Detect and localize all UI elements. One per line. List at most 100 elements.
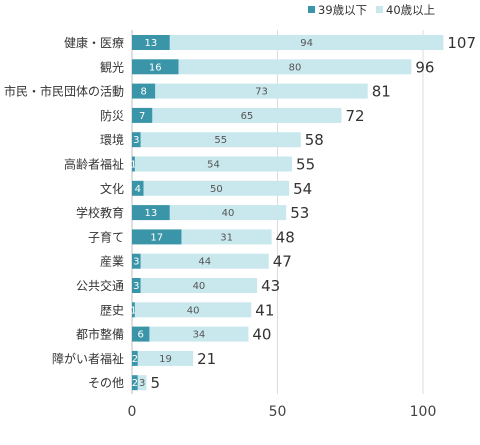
legend-swatch — [376, 6, 383, 13]
bar-value-label: 31 — [220, 232, 233, 243]
bar-value-label: 50 — [210, 184, 223, 195]
legend-label: 39歳以下 — [318, 3, 367, 17]
category-label: 歴史 — [100, 303, 124, 317]
bar-segment-under39 — [132, 83, 156, 99]
bar-segment-under39 — [132, 59, 179, 75]
bar-value-label: 54 — [207, 160, 220, 171]
bar-total-label: 54 — [293, 180, 312, 198]
x-axis-ticks: 0 50 100 — [128, 404, 437, 420]
bar-value-label: 55 — [214, 135, 227, 146]
bar-value-label: 2 — [132, 378, 138, 389]
bar-total-label: 41 — [255, 301, 274, 319]
bar-total-label: 48 — [276, 228, 295, 246]
bar-total-label: 81 — [372, 83, 391, 101]
category-label: 健康・医療 — [64, 35, 124, 50]
bar-segment-over40 — [140, 132, 301, 148]
bar-value-label: 8 — [140, 87, 146, 98]
category-label: 高齢者福祉 — [64, 157, 124, 172]
bar-value-label: 3 — [139, 378, 145, 389]
bar-segment-under39 — [132, 253, 141, 269]
category-label: 都市整備 — [76, 327, 124, 342]
bar-total-label: 40 — [252, 326, 271, 344]
bar-value-label: 40 — [222, 208, 235, 219]
bar-value-label: 3 — [133, 281, 139, 292]
bar-value-label: 3 — [133, 257, 139, 268]
bar-segment-under39 — [132, 180, 144, 196]
bar-segment-under39 — [132, 107, 153, 123]
bar-segment-over40 — [149, 326, 249, 342]
bar-segment-under39 — [132, 375, 138, 391]
bar-segment-over40 — [137, 350, 194, 366]
bar-value-label: 73 — [255, 87, 268, 98]
bar-segment-under39 — [132, 302, 135, 318]
bar-segment-under39 — [132, 205, 170, 221]
category-label: 産業 — [100, 254, 124, 269]
legend: 39歳以下 40歳以上 — [308, 3, 435, 17]
bar-total-label: 72 — [346, 107, 365, 125]
category-label: 防災 — [100, 108, 124, 123]
bar-value-label: 13 — [145, 38, 158, 49]
bar-total-label: 58 — [305, 131, 324, 149]
bar-value-label: 1 — [130, 305, 136, 316]
category-label: 障がい者福祉 — [52, 351, 124, 366]
category-label: 学校教育 — [76, 205, 124, 220]
bar-value-label: 3 — [133, 135, 139, 146]
bar-segment-over40 — [137, 375, 147, 391]
x-tick-label: 100 — [410, 404, 437, 420]
legend-label: 40歳以上 — [386, 3, 435, 17]
bar-segment-under39 — [132, 35, 170, 50]
bar-segment-over40 — [169, 35, 444, 50]
category-label: その他 — [88, 376, 124, 390]
bar-total-label: 96 — [415, 58, 434, 76]
bar-segment-over40 — [134, 156, 293, 172]
bar-total-label: 43 — [261, 277, 280, 295]
category-label: 観光 — [100, 60, 124, 74]
category-labels: 健康・医療観光市民・市民団体の活動防災環境高齢者福祉文化学校教育子育て産業公共交… — [4, 35, 124, 390]
bar-segment-over40 — [134, 302, 252, 318]
bar-value-label: 4 — [135, 184, 141, 195]
bar-segment-over40 — [143, 180, 290, 196]
bar-value-label: 44 — [198, 257, 211, 268]
category-label: 文化 — [100, 181, 124, 196]
bar-segment-over40 — [140, 278, 258, 293]
category-label: 市民・市民団体の活動 — [4, 84, 124, 99]
bar-total-label: 47 — [273, 253, 292, 271]
bar-total-label: 55 — [296, 156, 315, 174]
bar-value-label: 19 — [159, 354, 172, 365]
bar-segment-over40 — [140, 253, 269, 269]
bar-segment-over40 — [169, 205, 287, 221]
bar-value-label: 6 — [138, 330, 144, 341]
bar-value-label: 34 — [193, 330, 206, 341]
bar-segment-over40 — [155, 83, 368, 99]
bar-value-label: 80 — [289, 62, 302, 73]
bar-value-label: 7 — [139, 111, 145, 122]
bar-value-label: 17 — [150, 232, 163, 243]
bar-segment-under39 — [132, 156, 135, 172]
bar-value-label: 40 — [193, 281, 206, 292]
x-tick-label: 50 — [269, 404, 287, 420]
bar-total-label: 107 — [447, 34, 476, 52]
bar-value-label: 94 — [300, 38, 313, 49]
category-label: 環境 — [100, 132, 124, 147]
bar-segment-under39 — [132, 278, 141, 293]
bar-total-label: 53 — [290, 204, 309, 222]
bar-segment-over40 — [152, 107, 342, 123]
bar-segment-under39 — [132, 350, 138, 366]
bar-segment-under39 — [132, 132, 141, 148]
bar-value-label: 16 — [149, 62, 162, 73]
bar-value-label: 13 — [145, 208, 158, 219]
bar-total-label: 5 — [151, 374, 161, 392]
legend-swatch — [308, 6, 315, 13]
bar-segment-under39 — [132, 326, 150, 342]
category-label: 子育て — [88, 229, 124, 244]
bar-value-label: 40 — [187, 305, 200, 316]
bar-segment-over40 — [178, 59, 412, 75]
bar-segment-under39 — [132, 229, 182, 245]
bar-total-label: 21 — [197, 350, 216, 368]
bar-value-label: 65 — [241, 111, 254, 122]
category-label: 公共交通 — [76, 278, 124, 293]
x-tick-label: 0 — [128, 404, 137, 420]
bar-segment-over40 — [181, 229, 272, 245]
